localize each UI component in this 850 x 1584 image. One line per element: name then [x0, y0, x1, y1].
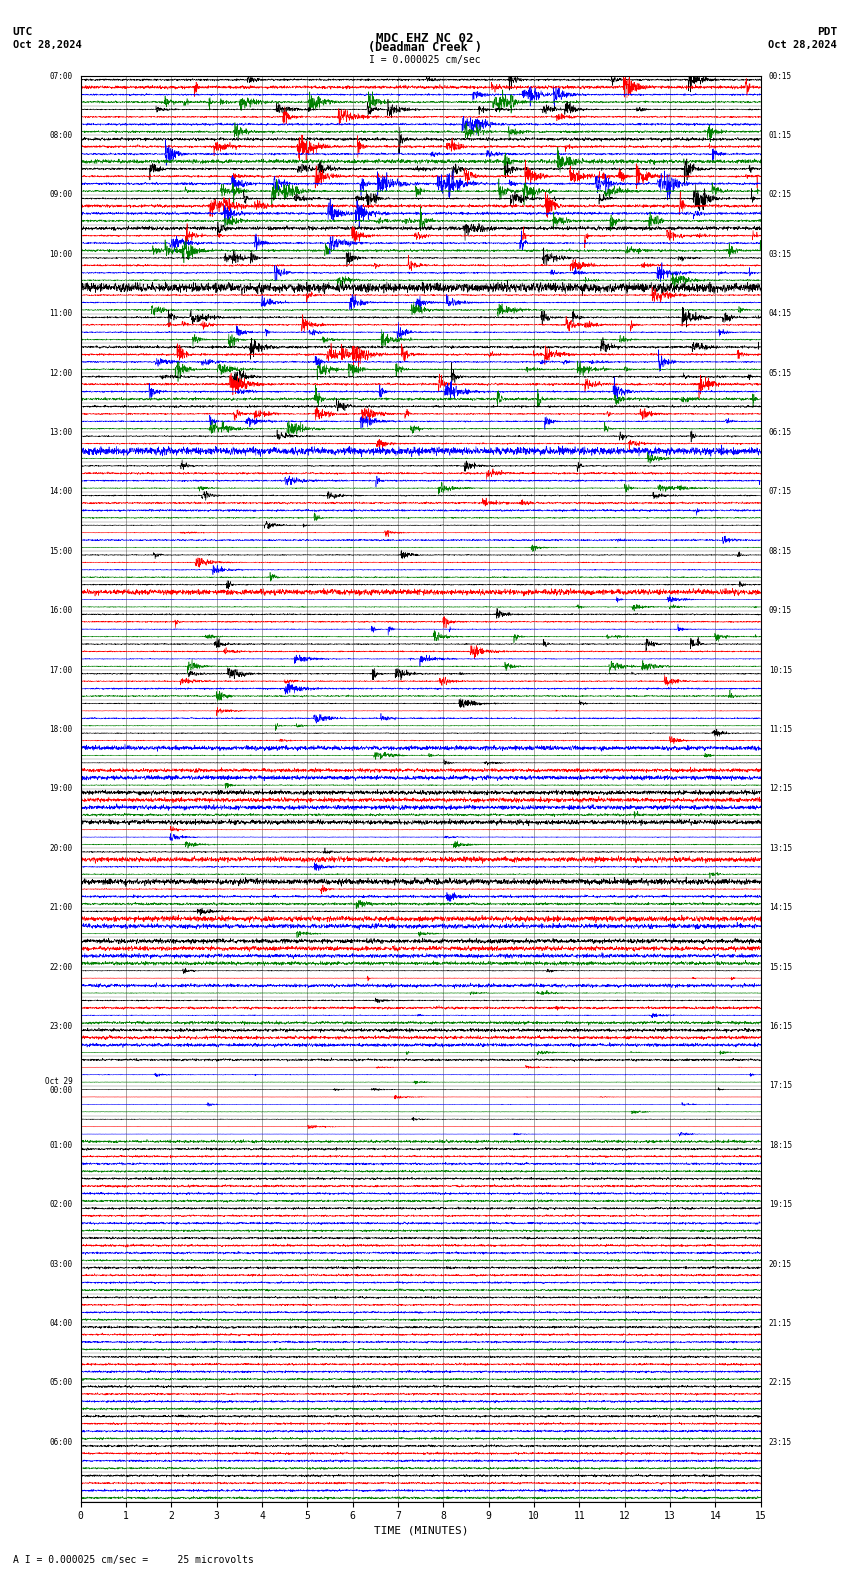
Text: 08:00: 08:00 [49, 131, 72, 139]
Text: 02:15: 02:15 [769, 190, 792, 200]
Text: PDT: PDT [817, 27, 837, 36]
Text: 19:00: 19:00 [49, 784, 72, 794]
Text: 20:15: 20:15 [769, 1259, 792, 1269]
Text: 12:15: 12:15 [769, 784, 792, 794]
Text: 15:00: 15:00 [49, 546, 72, 556]
Text: 00:15: 00:15 [769, 71, 792, 81]
Text: 05:00: 05:00 [49, 1378, 72, 1388]
Text: Oct 29: Oct 29 [45, 1077, 72, 1087]
Text: Oct 28,2024: Oct 28,2024 [768, 40, 837, 49]
Text: 06:00: 06:00 [49, 1438, 72, 1446]
Text: 00:00: 00:00 [49, 1087, 72, 1095]
Text: 06:15: 06:15 [769, 428, 792, 437]
Text: 03:00: 03:00 [49, 1259, 72, 1269]
Text: 05:15: 05:15 [769, 369, 792, 377]
Text: 21:15: 21:15 [769, 1319, 792, 1327]
Text: 03:15: 03:15 [769, 250, 792, 258]
Text: 18:15: 18:15 [769, 1140, 792, 1150]
Text: 02:00: 02:00 [49, 1201, 72, 1209]
Text: 13:00: 13:00 [49, 428, 72, 437]
Text: 23:15: 23:15 [769, 1438, 792, 1446]
Text: 11:00: 11:00 [49, 309, 72, 318]
Text: 10:00: 10:00 [49, 250, 72, 258]
Text: 22:15: 22:15 [769, 1378, 792, 1388]
Text: MDC EHZ NC 02: MDC EHZ NC 02 [377, 32, 473, 44]
Text: UTC: UTC [13, 27, 33, 36]
Text: 04:15: 04:15 [769, 309, 792, 318]
Text: 14:15: 14:15 [769, 903, 792, 912]
Text: (Deadman Creek ): (Deadman Creek ) [368, 41, 482, 54]
Text: 23:00: 23:00 [49, 1022, 72, 1031]
Text: 17:15: 17:15 [769, 1082, 792, 1090]
X-axis label: TIME (MINUTES): TIME (MINUTES) [373, 1525, 468, 1535]
Text: 12:00: 12:00 [49, 369, 72, 377]
Text: 09:15: 09:15 [769, 607, 792, 615]
Text: 07:00: 07:00 [49, 71, 72, 81]
Text: 04:00: 04:00 [49, 1319, 72, 1327]
Text: 19:15: 19:15 [769, 1201, 792, 1209]
Text: 10:15: 10:15 [769, 665, 792, 675]
Text: 01:15: 01:15 [769, 131, 792, 139]
Text: 21:00: 21:00 [49, 903, 72, 912]
Text: 07:15: 07:15 [769, 488, 792, 496]
Text: 11:15: 11:15 [769, 725, 792, 733]
Text: 14:00: 14:00 [49, 488, 72, 496]
Text: 22:00: 22:00 [49, 963, 72, 971]
Text: A I = 0.000025 cm/sec =     25 microvolts: A I = 0.000025 cm/sec = 25 microvolts [13, 1555, 253, 1565]
Text: 20:00: 20:00 [49, 844, 72, 852]
Text: I = 0.000025 cm/sec: I = 0.000025 cm/sec [369, 55, 481, 65]
Text: 15:15: 15:15 [769, 963, 792, 971]
Text: 13:15: 13:15 [769, 844, 792, 852]
Text: 16:00: 16:00 [49, 607, 72, 615]
Text: 18:00: 18:00 [49, 725, 72, 733]
Text: Oct 28,2024: Oct 28,2024 [13, 40, 82, 49]
Text: 01:00: 01:00 [49, 1140, 72, 1150]
Text: 09:00: 09:00 [49, 190, 72, 200]
Text: 17:00: 17:00 [49, 665, 72, 675]
Text: 16:15: 16:15 [769, 1022, 792, 1031]
Text: 08:15: 08:15 [769, 546, 792, 556]
